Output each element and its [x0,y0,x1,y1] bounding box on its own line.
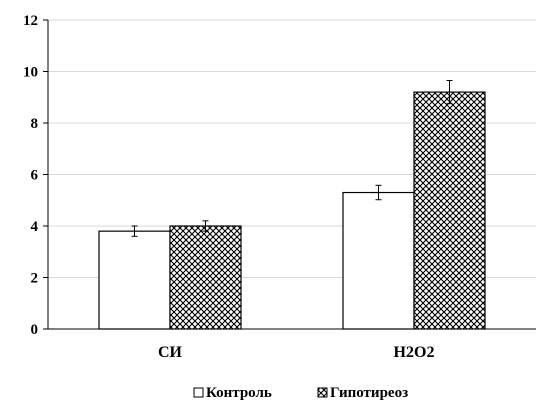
category-label: СИ [158,344,183,361]
legend-label: Контроль [206,385,272,401]
legend-swatch [317,387,328,398]
bars [98,91,486,330]
legend: Контроль Гипотиреоз [193,385,408,401]
y-tick-label: 8 [31,116,39,132]
y-tick-label: 12 [23,13,38,29]
error-bars [131,80,453,237]
legend-label: Гипотиреоз [330,385,408,401]
category-label: H2O2 [394,344,435,361]
legend-swatch [193,387,204,398]
y-tick-label: 4 [31,219,39,235]
bar-hypothyroidism [413,91,486,330]
bar-control [342,191,415,330]
y-tick-label: 10 [23,65,38,81]
y-tick-label: 6 [31,168,39,184]
y-tick-label: 2 [31,271,39,287]
bar-hypothyroidism [169,225,242,330]
bar-control [98,230,171,330]
axis-labels: 0 2 4 6 8 10 12 СИ H2O2 [23,13,434,361]
y-tick-label: 0 [31,322,39,338]
